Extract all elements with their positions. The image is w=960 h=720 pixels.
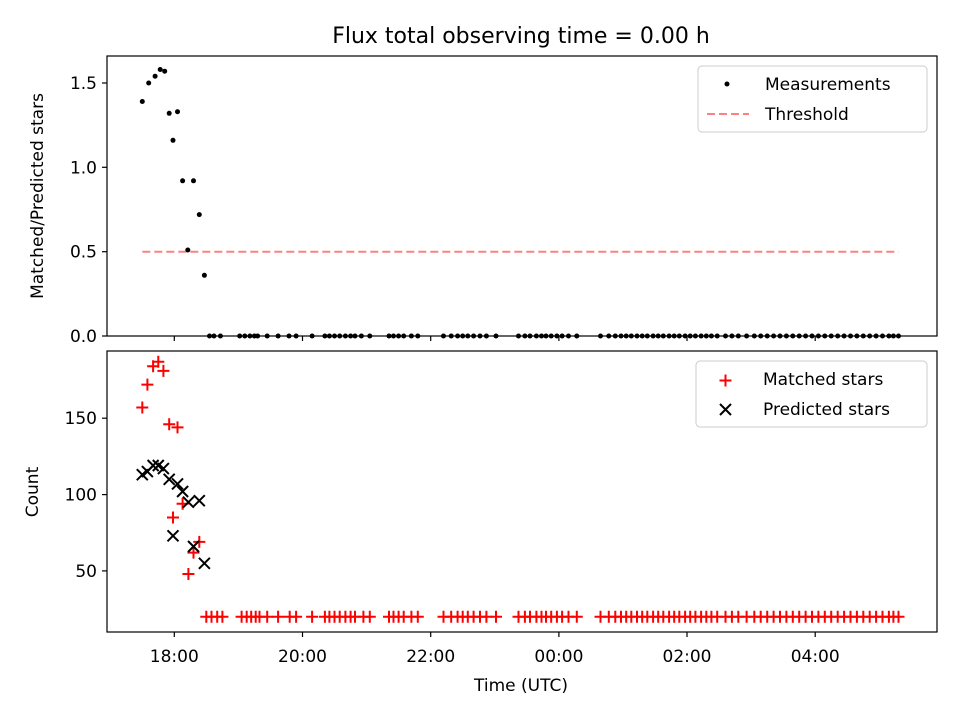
matched-star-point (892, 610, 905, 623)
top-panel-frame (106, 55, 938, 337)
matched-star-point (570, 610, 583, 623)
measurement-point (170, 137, 176, 143)
measurement-point (166, 110, 172, 116)
top-panel-ylabel: Matched/Predicted stars (28, 93, 48, 299)
matched-star-point (182, 568, 195, 580)
measurement-point (191, 178, 196, 184)
chart-title: Flux total observing time = 0.00 h (332, 24, 710, 49)
legend-matched-stars-label: Matched stars (763, 370, 883, 390)
matched-star-point (141, 378, 154, 391)
matched-star-point (157, 364, 170, 377)
bottom-panel-y-axis: 50 100 150 (65, 409, 107, 582)
measurement-point (157, 67, 163, 72)
matched-star-point (216, 610, 229, 623)
matched-star-point (272, 610, 285, 623)
top-panel: 0.0 0.5 1.0 1.5 Matched/Predicted stars Mea… (28, 55, 938, 347)
measurement-point (201, 272, 207, 278)
predicted-star-point (182, 495, 195, 509)
measurement-point (152, 73, 158, 79)
x-tick-label: 18:00 (150, 647, 199, 667)
bottom-y-tick-label: 100 (65, 486, 97, 506)
measurement-point (196, 212, 202, 218)
top-legend-box (697, 65, 928, 133)
predicted-star-point (157, 462, 170, 475)
x-tick-label: 22:00 (406, 647, 455, 667)
measurement-point (139, 99, 145, 104)
matched-star-point (163, 418, 176, 431)
matched-star-point (261, 610, 274, 623)
predicted-star-point (176, 485, 189, 498)
measurement-point (185, 247, 191, 253)
top-y-tick-label: 1.0 (70, 158, 97, 178)
predicted-star-point (193, 494, 206, 507)
matched-star-point (306, 610, 319, 623)
bottom-legend: Matched stars Predicted stars (695, 360, 928, 428)
bottom-panel-x-axis: 18:00 20:00 22:00 00:00 02:00 04:00 (150, 632, 840, 667)
predicted-star-point (162, 473, 176, 486)
legend-measurements-label: Measurements (765, 75, 891, 95)
matched-star-point (490, 610, 502, 623)
matched-star-point (171, 421, 184, 434)
legend-threshold-label: Threshold (764, 105, 849, 125)
bottom-panel-frame (106, 350, 938, 633)
legend-matched-stars-marker (719, 374, 732, 387)
matched-star-point (363, 610, 376, 623)
legend-predicted-stars-marker (719, 403, 732, 416)
x-axis-label: Time (UTC) (473, 676, 568, 696)
x-tick-label: 02:00 (663, 647, 712, 667)
predicted-star-point (146, 459, 160, 472)
top-y-tick-label: 0.5 (70, 243, 97, 263)
bottom-legend-box (695, 360, 928, 428)
matched-star-point (411, 610, 424, 623)
predicted-star-point (171, 477, 184, 491)
matched-star-point (167, 511, 179, 524)
matched-star-point (136, 401, 149, 414)
top-panel-x-ticks (173, 336, 816, 341)
matched-star-point (290, 610, 303, 623)
legend-measurements-marker (724, 81, 730, 87)
measurement-point (175, 109, 180, 115)
measurement-point (146, 80, 152, 86)
x-tick-label: 00:00 (534, 647, 583, 667)
top-y-tick-label: 1.5 (70, 74, 97, 94)
bottom-panel-plot-area (136, 355, 905, 623)
top-legend: Measurements Threshold (697, 65, 928, 133)
x-tick-label: 04:00 (791, 647, 840, 667)
bottom-y-tick-label: 50 (75, 562, 97, 582)
legend-predicted-stars-label: Predicted stars (763, 400, 890, 420)
top-panel-y-axis: 0.0 0.5 1.0 1.5 (70, 74, 107, 347)
top-y-tick-label: 0.0 (70, 327, 97, 347)
predicted-star-point (198, 557, 211, 570)
predicted-star-point (187, 540, 200, 553)
predicted-star-point (166, 529, 180, 543)
bottom-panel-ylabel: Count (23, 466, 43, 517)
x-tick-label: 20:00 (278, 647, 327, 667)
matched-star-point (152, 355, 165, 368)
bottom-y-tick-label: 150 (65, 409, 97, 429)
measurement-point (180, 178, 186, 184)
measurement-point (162, 68, 168, 74)
matched-star-point (187, 546, 200, 559)
